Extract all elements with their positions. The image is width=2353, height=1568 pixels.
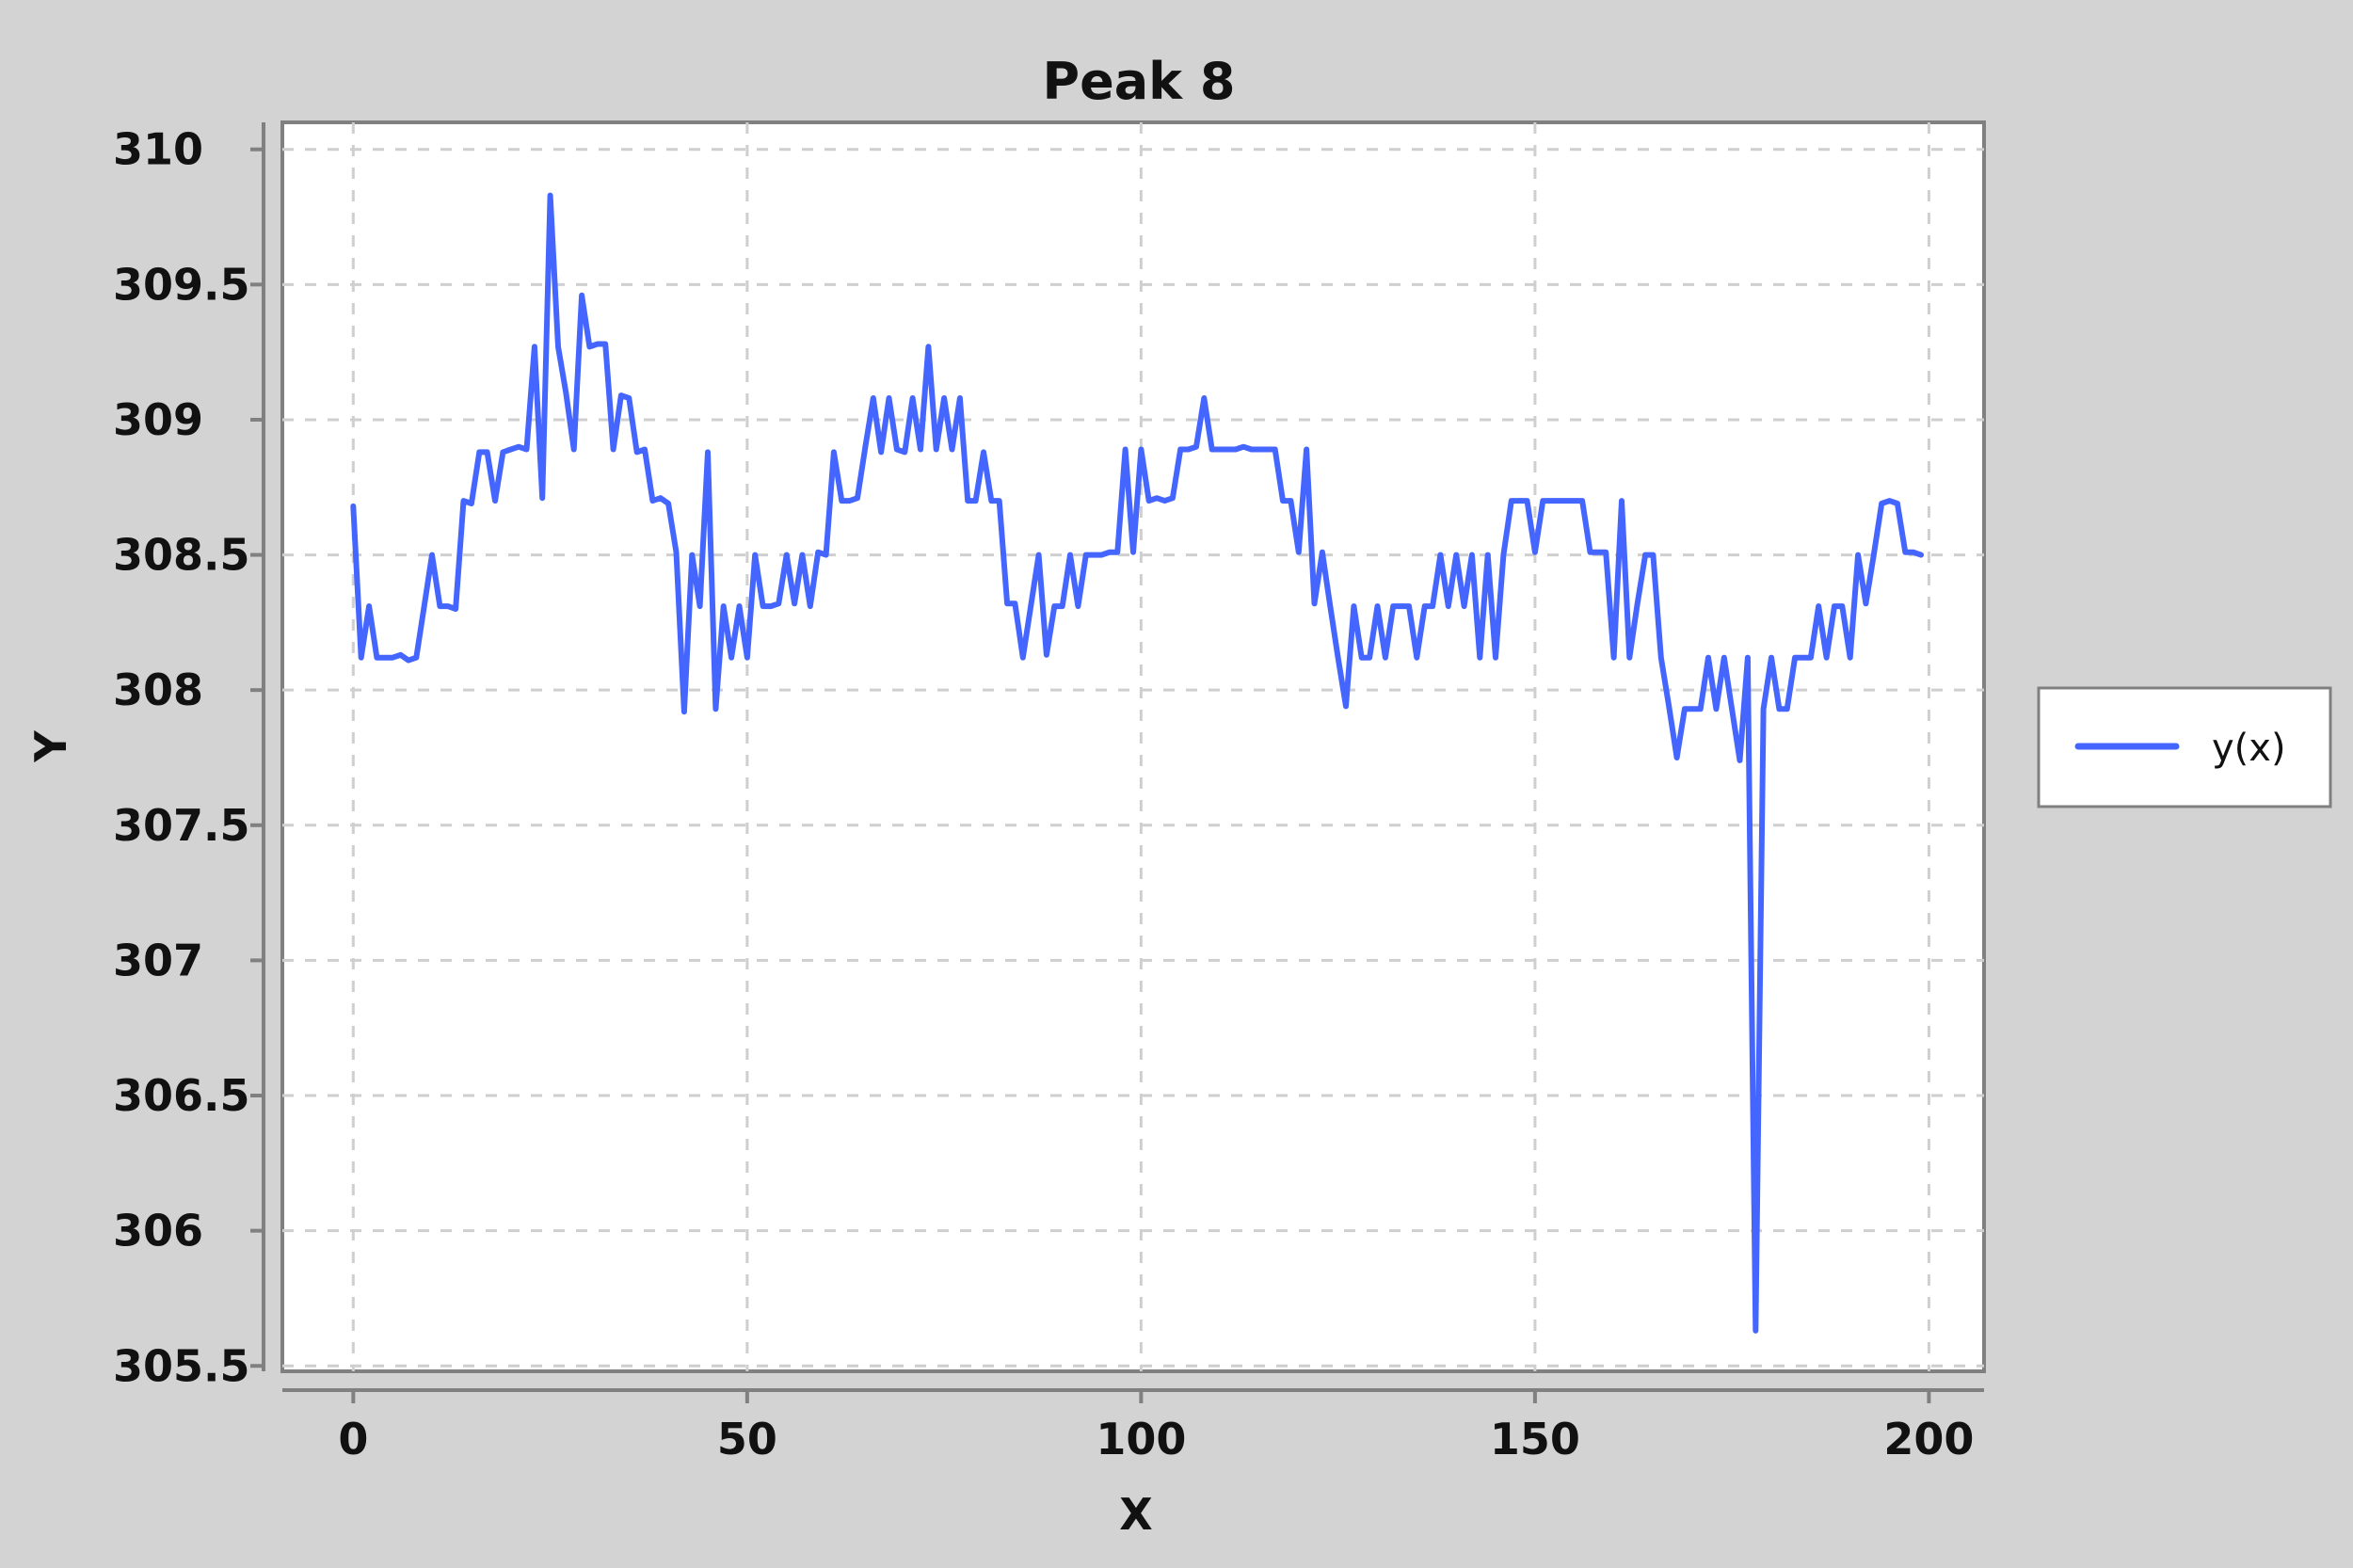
y-axis-ticks: 305.5 306 306.5 307 307.5 308 308.5 309 309.5 310 [113, 124, 264, 1391]
x-tick-label: 150 [1490, 1414, 1580, 1464]
series-layer [350, 192, 1924, 1334]
y-tick-label: 306.5 [113, 1070, 250, 1121]
x-axis-ticks: 0 50 100 150 200 [338, 1390, 1974, 1464]
y-tick-label: 309.5 [113, 259, 250, 310]
y-axis-title: Y [25, 730, 76, 763]
y-tick-label: 307 [113, 935, 203, 985]
x-tick-label: 100 [1096, 1414, 1186, 1464]
chart-title: Peak 8 [1043, 52, 1236, 111]
y-tick-label: 310 [113, 124, 203, 175]
y-tick-label: 308 [113, 664, 203, 715]
y-tick-label: 309 [113, 394, 203, 445]
x-tick-label: 50 [717, 1414, 777, 1464]
y-tick-label: 307.5 [113, 800, 250, 851]
series-line [350, 192, 1924, 1334]
y-tick-label: 305.5 [113, 1340, 250, 1391]
x-tick-label: 200 [1883, 1414, 1974, 1464]
legend-label: y(x) [2212, 727, 2286, 770]
y-tick-label: 306 [113, 1206, 203, 1256]
plot-area [280, 120, 1986, 1373]
x-axis-title: X [1119, 1489, 1152, 1540]
x-gridlines [351, 122, 1930, 1371]
legend: y(x) [2037, 686, 2332, 808]
x-tick-label: 0 [338, 1414, 368, 1464]
y-tick-label: 308.5 [113, 530, 250, 581]
